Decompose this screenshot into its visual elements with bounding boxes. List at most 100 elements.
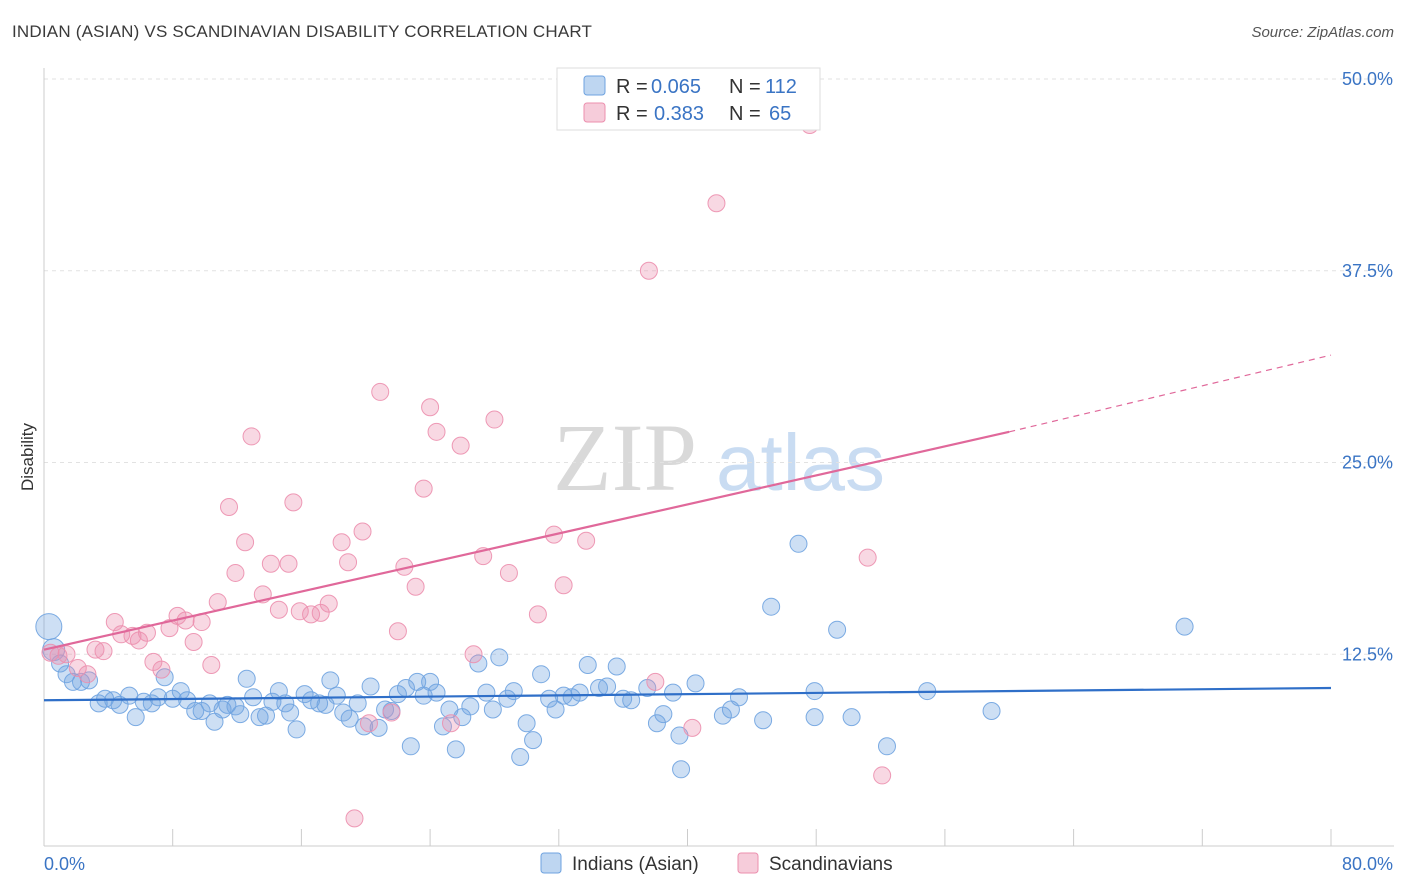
legend-n-value-scandinavians: 65 [769, 103, 791, 125]
point-indians [546, 700, 565, 719]
point-scandinavians [421, 398, 440, 417]
series-legend-label-indians: Indians (Asian) [572, 854, 699, 875]
point-indians [281, 703, 300, 722]
point-scandinavians [442, 714, 461, 733]
zipatlas-watermark: ZIP atlas [553, 404, 885, 511]
point-indians [321, 671, 340, 690]
point-indians [686, 674, 705, 693]
point-indians [570, 683, 589, 702]
point-indians [461, 697, 480, 716]
series-legend: Indians (Asian) Scandinavians [540, 852, 893, 875]
point-scandinavians [261, 554, 280, 573]
point-indians [805, 708, 824, 727]
point-scandinavians [184, 632, 203, 651]
point-scandinavians [388, 622, 407, 641]
chart-source: Source: ZipAtlas.com [1251, 24, 1394, 41]
point-scandinavians [202, 655, 221, 674]
point-scandinavians [236, 533, 255, 552]
point-scandinavians [371, 382, 390, 401]
point-indians [80, 671, 99, 690]
watermark-zip: ZIP [553, 404, 697, 511]
point-indians [517, 714, 536, 733]
point-indians [126, 708, 145, 727]
point-scandinavians [873, 766, 892, 785]
point-scandinavians [464, 645, 483, 664]
trend-line-scandinavians-extension [1009, 354, 1332, 433]
point-indians [421, 672, 440, 691]
point-scandinavians [176, 611, 195, 630]
point-scandinavians [499, 563, 518, 582]
point-indians [654, 705, 673, 724]
trend-line-indians [43, 686, 1332, 702]
point-indians [401, 737, 420, 756]
point-scandinavians [427, 422, 446, 441]
point-indians [498, 689, 517, 708]
y-tick-label: 50.0% [1342, 69, 1393, 89]
point-indians [729, 688, 748, 707]
point-scandinavians [302, 605, 321, 624]
point-scandinavians [94, 642, 113, 661]
point-scandinavians [332, 533, 351, 552]
point-scandinavians [78, 665, 97, 684]
point-scandinavians [359, 714, 378, 733]
legend-n-label-indians: N = [729, 76, 761, 98]
legend-r-label-indians: R = [616, 76, 648, 98]
point-scandinavians [319, 594, 338, 613]
point-indians [877, 737, 896, 756]
chart-title: INDIAN (ASIAN) VS SCANDINAVIAN DISABILIT… [12, 22, 593, 41]
point-scandinavians [152, 660, 171, 679]
point-indians [355, 717, 374, 736]
point-scandinavians [646, 672, 665, 691]
point-scandinavians [290, 602, 309, 621]
point-scandinavians [345, 809, 364, 828]
point-indians [231, 705, 250, 724]
legend-n-value-indians: 112 [765, 76, 797, 98]
point-scandinavians [683, 718, 702, 737]
y-axis-label: Disability [18, 422, 37, 491]
point-indians [754, 711, 773, 730]
point-indians [789, 534, 808, 553]
point-indians [524, 731, 543, 750]
point-indians [310, 694, 329, 713]
point-scandinavians [220, 497, 239, 516]
point-indians [35, 613, 63, 641]
point-scandinavians [353, 522, 372, 541]
point-indians [483, 700, 502, 719]
point-scandinavians [528, 605, 547, 624]
point-indians [348, 694, 367, 713]
point-indians [828, 620, 847, 639]
point-scandinavians [339, 553, 358, 572]
point-indians [622, 691, 641, 710]
point-indians [327, 686, 346, 705]
point-indians [427, 683, 446, 702]
legend-swatch-scandinavians [583, 102, 606, 123]
point-indians [805, 682, 824, 701]
point-scandinavians [858, 548, 877, 567]
point-indians [237, 669, 256, 688]
point-indians [607, 657, 626, 676]
point-scandinavians [577, 531, 596, 550]
trend-lines [43, 354, 1332, 702]
point-indians [647, 714, 666, 733]
point-scandinavians [414, 479, 433, 498]
point-scandinavians [57, 645, 76, 664]
point-indians [287, 720, 306, 739]
point-indians [250, 708, 269, 727]
grid-lines [44, 78, 1394, 655]
point-scandinavians [485, 410, 504, 429]
point-indians [532, 665, 551, 684]
x-tick-label: 80.0% [1342, 854, 1393, 874]
point-indians [504, 682, 523, 701]
point-indians [446, 740, 465, 759]
point-indians [762, 597, 781, 616]
trend-line-scandinavians [43, 430, 1010, 651]
legend-box [556, 67, 821, 131]
point-scandinavians [382, 703, 401, 722]
point-indians [982, 702, 1001, 721]
point-indians [578, 655, 597, 674]
point-scandinavians [451, 436, 470, 455]
point-scandinavians [242, 427, 261, 446]
point-scandinavians [554, 576, 573, 595]
tick-labels: 12.5% 25.0% 37.5% 50.0% 0.0% 80.0% [44, 69, 1393, 874]
point-indians [361, 677, 380, 696]
